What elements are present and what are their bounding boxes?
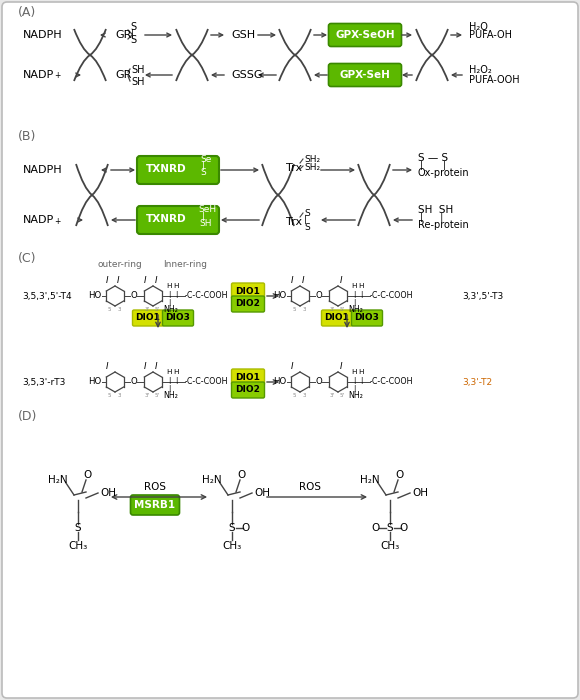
Text: DIO3: DIO3 (165, 314, 190, 323)
FancyBboxPatch shape (231, 296, 264, 312)
Text: DIO2: DIO2 (235, 300, 260, 309)
Text: O: O (316, 291, 322, 300)
Text: H₂N: H₂N (48, 475, 68, 485)
Text: I: I (291, 362, 293, 371)
FancyBboxPatch shape (132, 310, 164, 326)
Text: SH: SH (199, 219, 212, 228)
Text: -C-C-COOH: -C-C-COOH (370, 377, 414, 386)
Text: GR: GR (115, 70, 132, 80)
Text: ROS: ROS (144, 482, 166, 492)
Text: SH: SH (131, 77, 144, 87)
FancyBboxPatch shape (231, 382, 264, 398)
FancyBboxPatch shape (130, 495, 179, 515)
Text: GSH: GSH (231, 30, 255, 40)
Text: |: | (202, 212, 205, 221)
Text: |: | (168, 300, 170, 307)
Text: |: | (353, 377, 355, 384)
Text: |: | (360, 377, 362, 384)
Text: 5': 5' (154, 393, 160, 398)
Text: ROS: ROS (299, 482, 321, 492)
FancyBboxPatch shape (321, 310, 353, 326)
Text: Ox-protein: Ox-protein (418, 168, 470, 178)
Text: |       |: | | (420, 160, 446, 169)
Text: O: O (372, 523, 380, 533)
Text: HO: HO (88, 291, 101, 300)
Text: 3': 3' (329, 307, 335, 312)
Text: DIO1: DIO1 (136, 314, 161, 323)
Text: S — S: S — S (418, 153, 448, 163)
Text: H: H (166, 369, 172, 375)
Text: SeH: SeH (198, 205, 216, 214)
Text: NADP: NADP (23, 215, 55, 225)
Text: I: I (155, 276, 157, 285)
Text: 3,5,3'-rT3: 3,5,3'-rT3 (22, 377, 66, 386)
Text: I: I (117, 276, 119, 285)
Text: 5': 5' (339, 307, 345, 312)
Text: H₂N: H₂N (360, 475, 380, 485)
Text: SH: SH (131, 65, 144, 75)
Text: |: | (353, 291, 355, 298)
Text: 3': 3' (329, 393, 335, 398)
FancyBboxPatch shape (231, 283, 264, 299)
Text: S: S (130, 35, 136, 45)
Text: SH₂: SH₂ (304, 164, 320, 172)
Text: |: | (175, 377, 177, 384)
Text: Trx: Trx (286, 163, 302, 173)
Text: CH₃: CH₃ (68, 541, 88, 551)
Text: SH  SH: SH SH (418, 205, 453, 215)
Text: |: | (168, 291, 170, 298)
Text: 3: 3 (302, 307, 306, 312)
Text: NH₂: NH₂ (164, 305, 179, 314)
Text: 3,3'-T2: 3,3'-T2 (462, 377, 492, 386)
Text: H₂O: H₂O (469, 22, 488, 32)
Text: |: | (304, 216, 307, 225)
Text: O: O (238, 470, 246, 480)
FancyBboxPatch shape (162, 310, 194, 326)
Text: |: | (353, 300, 355, 307)
Text: -C-C-COOH: -C-C-COOH (185, 377, 229, 386)
Text: (D): (D) (18, 410, 37, 423)
Text: H: H (173, 283, 179, 289)
Text: S: S (304, 209, 310, 218)
Text: +: + (54, 71, 60, 80)
Text: HO: HO (273, 377, 286, 386)
Text: I: I (340, 276, 342, 285)
Text: PUFA-OOH: PUFA-OOH (469, 75, 520, 85)
Text: 5: 5 (292, 393, 296, 398)
Text: SH₂: SH₂ (304, 155, 320, 164)
Text: DIO1: DIO1 (235, 372, 260, 382)
Text: DIO2: DIO2 (235, 386, 260, 395)
FancyBboxPatch shape (351, 310, 382, 326)
Text: 5: 5 (107, 393, 111, 398)
Text: CH₃: CH₃ (380, 541, 400, 551)
Text: H: H (351, 283, 357, 289)
Text: TXNRD: TXNRD (146, 164, 186, 174)
Text: H: H (351, 369, 357, 375)
Text: 3': 3' (144, 393, 150, 398)
Text: I: I (144, 276, 146, 285)
Text: HO: HO (273, 291, 286, 300)
Text: DIO1: DIO1 (235, 286, 260, 295)
Text: DIO1: DIO1 (325, 314, 349, 323)
Text: -C-C-COOH: -C-C-COOH (370, 291, 414, 300)
Text: NH₂: NH₂ (349, 391, 364, 400)
FancyBboxPatch shape (328, 64, 401, 87)
Text: |: | (360, 291, 362, 298)
Text: O: O (316, 377, 322, 386)
Text: |      |: | | (420, 213, 443, 221)
Text: outer-ring: outer-ring (97, 260, 142, 269)
Text: Re-protein: Re-protein (418, 220, 469, 230)
Text: Se: Se (200, 155, 211, 164)
Text: I: I (340, 362, 342, 371)
Text: NH₂: NH₂ (164, 391, 179, 400)
Text: O: O (400, 523, 408, 533)
Text: NADPH: NADPH (23, 165, 63, 175)
Text: Inner-ring: Inner-ring (163, 260, 207, 269)
Text: CH₃: CH₃ (222, 541, 242, 551)
Text: I: I (302, 276, 304, 285)
Text: S: S (387, 523, 393, 533)
Text: S: S (130, 22, 136, 32)
Text: I: I (106, 362, 108, 371)
FancyBboxPatch shape (231, 369, 264, 385)
